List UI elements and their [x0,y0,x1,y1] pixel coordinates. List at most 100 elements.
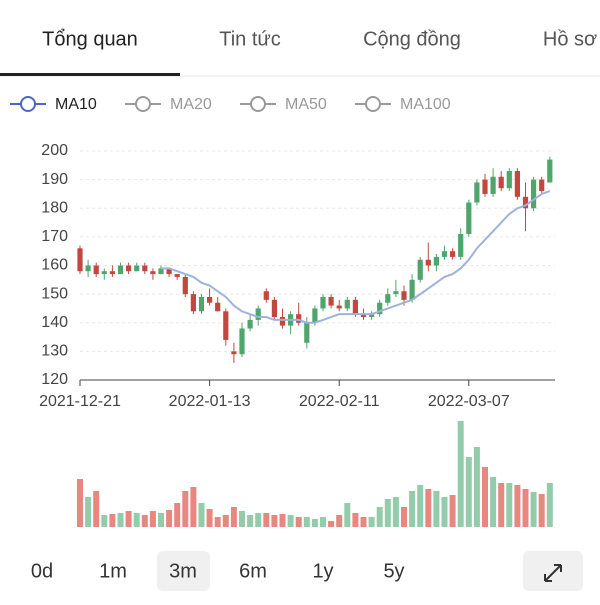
range-button[interactable]: 1y [312,560,333,582]
candle-body [109,271,115,275]
tab[interactable]: Tổng quan [42,28,138,50]
candle-body [344,299,350,309]
candle-body [279,317,286,326]
candle-body [352,299,358,315]
volume-bar [530,492,537,527]
candle-body [539,179,545,192]
y-tick-label: 140 [41,314,68,331]
volume-bar [498,483,505,527]
volume-bar [417,485,424,527]
volume-bar [433,491,440,527]
volume-bar [295,517,302,527]
y-tick-label: 180 [41,199,68,216]
volume-bar [133,513,140,527]
volume-bar [465,457,472,527]
candle-body [369,314,375,318]
volume-bar [344,503,351,527]
legend-marker [365,96,381,112]
volume-bar [360,517,367,527]
range-button[interactable]: 0d [31,560,53,582]
candle-body [482,179,488,194]
expand-icon [544,564,562,582]
candle-body [198,296,205,312]
candle-body [336,305,342,309]
candle-body [328,296,334,306]
tab[interactable]: Hồ sơ [543,28,597,50]
volume-bar [368,517,375,527]
candle-body [182,276,188,295]
volume-bar [77,479,83,527]
volume-bar [247,515,254,527]
range-button[interactable]: 3m [169,560,197,582]
range-button[interactable]: 1m [99,560,127,582]
expand-button[interactable] [523,551,583,591]
volume-bar [311,519,318,527]
candle-body [296,314,302,323]
candle-body [247,319,253,329]
volume-bar [392,497,399,527]
legend-label[interactable]: MA50 [285,96,327,113]
candle-body [522,196,529,209]
volume-bar [206,509,213,527]
legend-marker [250,96,266,112]
range-button[interactable]: 5y [383,560,404,582]
candle-body [441,251,448,257]
volume-bar [93,491,100,527]
volume-bar [401,507,407,527]
candle-body [223,311,229,340]
y-tick-label: 200 [41,142,68,159]
candle-body [166,268,172,275]
legend-label[interactable]: MA20 [170,96,212,113]
volume-bar [222,515,229,527]
candle-body [158,268,164,275]
volume-bar [117,513,124,527]
volume-bar [449,495,456,527]
candle-body [425,259,431,266]
volume-bar [239,511,245,527]
tab[interactable]: Cộng đồng [363,28,461,50]
candle-body [85,265,91,272]
volume-bar [425,489,432,527]
ma-line [161,190,551,324]
volume-bar [482,467,488,527]
volume-bar [490,477,497,527]
x-tick-label: 2022-03-07 [428,393,510,410]
candle-body [506,171,512,189]
volume-bar [279,514,286,527]
legend-label[interactable]: MA100 [400,96,451,113]
candle-body [304,322,310,343]
x-tick-label: 2021-12-21 [39,393,121,410]
range-button[interactable]: 6m [239,560,267,582]
volume-bar [109,514,116,527]
volume-bar [457,421,464,527]
candle-body [514,171,520,197]
candle-body [450,251,456,257]
candle-body [271,299,277,318]
volume-bar [198,503,205,527]
candle-body [263,291,269,300]
volume-bar [538,494,545,527]
volume-bar [546,483,553,527]
x-tick-label: 2022-01-13 [169,393,251,410]
candle-body [77,248,83,272]
candle-body [466,202,472,235]
candle-body [417,259,423,280]
candle-body [231,351,237,355]
volume-bar [522,489,529,527]
candle-body [498,176,504,189]
volume-bar [514,485,521,527]
candle-body [239,328,245,355]
volume-bar [271,515,278,527]
candle-body [150,271,156,275]
legend-marker [135,96,151,112]
volume-bar [85,497,92,527]
candle-body [474,182,480,203]
volume-bar [384,499,391,527]
tab[interactable]: Tin tức [219,28,281,50]
legend-label[interactable]: MA10 [55,96,97,113]
volume-bar [441,497,448,527]
volume-bar [149,511,156,527]
volume-bar [166,510,173,527]
candle-body [433,256,439,266]
